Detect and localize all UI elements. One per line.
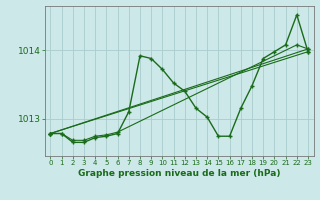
X-axis label: Graphe pression niveau de la mer (hPa): Graphe pression niveau de la mer (hPa) (78, 169, 280, 178)
